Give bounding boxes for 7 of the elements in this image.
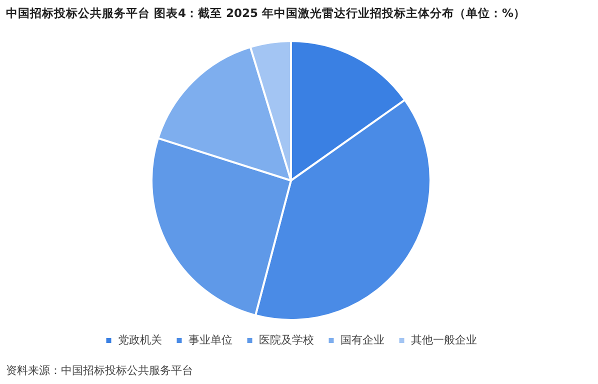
legend-label: 国有企业 — [340, 333, 384, 346]
legend-label: 事业单位 — [188, 333, 232, 346]
chart-title: 中国招标投标公共服务平台 图表4：截至 2025 年中国激光雷达行业招投标主体分布（单位：%） — [6, 6, 526, 21]
legend-label: 其他一般企业 — [410, 333, 477, 346]
legend-label: 医院及学校 — [258, 333, 314, 346]
legend-label: 党政机关 — [118, 333, 162, 346]
text: 资料来源：中国招标投标公共服务平台 — [6, 363, 193, 378]
